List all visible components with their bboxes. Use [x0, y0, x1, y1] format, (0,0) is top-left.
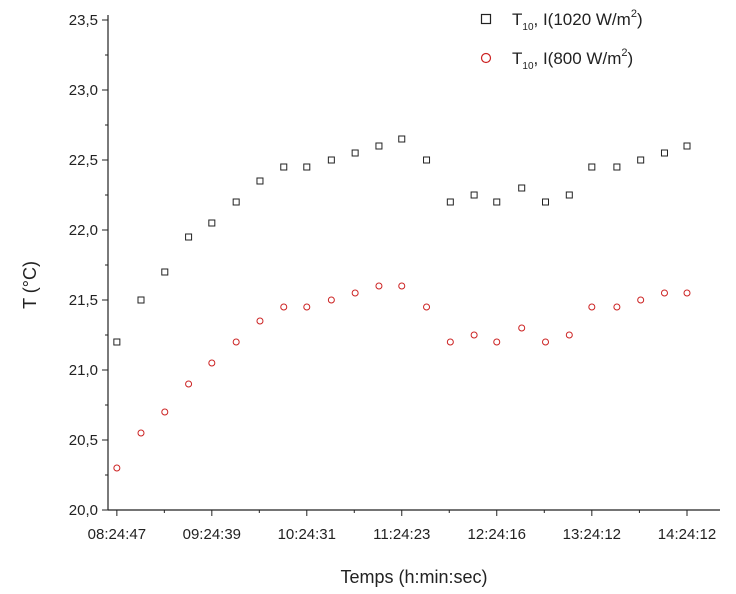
- series-1-point: [470, 331, 478, 339]
- x-tick-label: 12:24:16: [468, 526, 526, 543]
- series-0-point: [446, 198, 454, 206]
- series-0-point: [588, 163, 596, 171]
- series-1-point: [208, 359, 216, 367]
- series-0-point: [232, 198, 240, 206]
- series-0-point: [351, 149, 359, 157]
- y-tick-label: 23,5: [69, 12, 98, 29]
- series-0-point: [565, 191, 573, 199]
- tick-labels: 20,0 20,5 21,0 21,5 22,0 22,5 23,0 23,5 08:24:47…: [69, 12, 716, 543]
- series-1-point: [542, 338, 550, 346]
- legend-label-800: T10, I(800 W/m2): [512, 47, 633, 72]
- legend-label-1020: T10, I(1020 W/m2): [512, 8, 643, 33]
- legend-marker-circle: [480, 52, 492, 64]
- series-1-point: [185, 380, 193, 388]
- series-0-point: [208, 219, 216, 227]
- series-0-point: [113, 338, 121, 346]
- series-1-point: [256, 317, 264, 325]
- x-tick-label: 11:24:23: [373, 526, 430, 543]
- series-1-point: [565, 331, 573, 339]
- y-tick-label: 20,5: [69, 432, 98, 449]
- series-1-point: [423, 303, 431, 311]
- series-0-point: [660, 149, 668, 157]
- series-1-point: [493, 338, 501, 346]
- series-1-point: [683, 289, 691, 297]
- legend-item-1020: T10, I(1020 W/m2): [480, 8, 643, 33]
- series-1-point: [637, 296, 645, 304]
- y-tick-label: 21,5: [69, 292, 98, 309]
- x-tick-label: 13:24:12: [563, 526, 621, 543]
- series-0-point: [493, 198, 501, 206]
- series-0-point: [280, 163, 288, 171]
- series-1-point: [303, 303, 311, 311]
- legend: T10, I(1020 W/m2) T10, I(800 W/m2): [480, 8, 643, 72]
- x-tick-label: 10:24:31: [278, 526, 336, 543]
- series-1-point: [327, 296, 335, 304]
- series-0-point: [637, 156, 645, 164]
- data-points: [113, 135, 691, 472]
- series-0-point: [185, 233, 193, 241]
- series-1-point: [660, 289, 668, 297]
- series-0-point: [375, 142, 383, 150]
- series-1-point: [375, 282, 383, 290]
- series-0-point: [542, 198, 550, 206]
- x-tick-label: 08:24:47: [88, 526, 146, 543]
- series-0-point: [303, 163, 311, 171]
- y-tick-label: 20,0: [69, 502, 98, 519]
- axes: [102, 15, 720, 516]
- series-1-point: [613, 303, 621, 311]
- series-1-point: [137, 429, 145, 437]
- x-axis-title: Temps (h:min:sec): [340, 567, 487, 587]
- y-tick-label: 23,0: [69, 82, 98, 99]
- series-1-point: [113, 464, 121, 472]
- series-1-point: [232, 338, 240, 346]
- series-0-point: [613, 163, 621, 171]
- series-1-point: [446, 338, 454, 346]
- series-1-point: [351, 289, 359, 297]
- series-0-point: [683, 142, 691, 150]
- y-tick-label: 22,0: [69, 222, 98, 239]
- legend-marker-square: [480, 13, 492, 25]
- series-0-point: [518, 184, 526, 192]
- series-1-point: [280, 303, 288, 311]
- y-tick-label: 21,0: [69, 362, 98, 379]
- series-1-point: [518, 324, 526, 332]
- series-0-point: [398, 135, 406, 143]
- series-0-point: [327, 156, 335, 164]
- y-axis-title: T (°C): [20, 261, 40, 309]
- x-tick-label: 14:24:12: [658, 526, 716, 543]
- x-tick-label: 09:24:39: [183, 526, 241, 543]
- series-0-point: [256, 177, 264, 185]
- series-0-point: [161, 268, 169, 276]
- series-1-point: [398, 282, 406, 290]
- series-0-point: [470, 191, 478, 199]
- series-0-point: [423, 156, 431, 164]
- series-1-point: [588, 303, 596, 311]
- y-tick-label: 22,5: [69, 152, 98, 169]
- legend-item-800: T10, I(800 W/m2): [480, 47, 633, 72]
- series-0-point: [137, 296, 145, 304]
- series-1-point: [161, 408, 169, 416]
